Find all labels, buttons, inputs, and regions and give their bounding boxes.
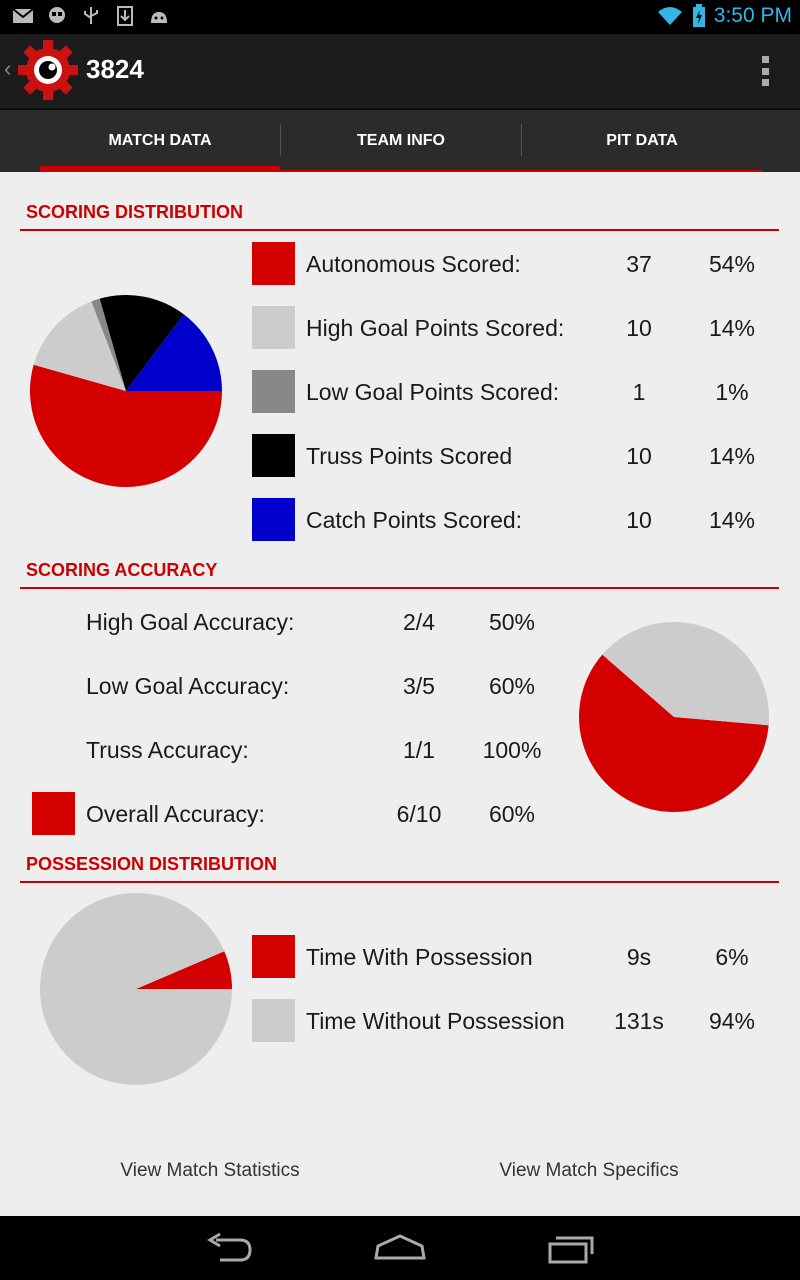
pie-slice-3: [99, 295, 184, 391]
tab-bar: MATCH DATA TEAM INFO PIT DATA: [0, 110, 800, 172]
row-percent: 1%: [715, 379, 749, 405]
section-title-scoring-distribution: SCORING DISTRIBUTION: [26, 202, 244, 222]
list-item: Time With Possession 9s 6%: [0, 935, 800, 979]
tab-team-info[interactable]: TEAM INFO: [357, 132, 445, 149]
status-bar: 3:50 PM: [0, 0, 800, 34]
legend-swatch-low-goal: [252, 370, 295, 413]
scoring-distribution-pie-chart: [30, 295, 223, 487]
possession-distribution-pie-chart: [40, 893, 232, 1085]
row-ratio: 3/5: [403, 673, 435, 699]
view-match-specifics-button[interactable]: View Match Specifics: [499, 1160, 679, 1181]
tab-indicator: [40, 166, 280, 172]
section-title-possession-distribution: POSSESSION DISTRIBUTION: [26, 854, 278, 874]
android-icon: [151, 12, 167, 23]
section-divider: [20, 587, 779, 589]
overflow-menu-icon[interactable]: [762, 56, 770, 86]
row-count: 37: [626, 251, 652, 277]
navigation-bar: [0, 1216, 800, 1280]
hangouts-icon: [49, 7, 65, 23]
row-ratio: 2/4: [403, 609, 435, 635]
team-number-title: 3824: [86, 54, 144, 84]
row-ratio: 1/1: [403, 737, 435, 763]
row-percent: 94%: [708, 1008, 756, 1034]
row-percent: 14%: [708, 443, 756, 469]
row-label: Autonomous Scored:: [306, 251, 521, 277]
pie-slice-1: [602, 622, 769, 726]
legend-swatch-overall-accuracy: [32, 792, 75, 835]
section-divider: [20, 881, 779, 883]
row-count: 10: [626, 315, 652, 341]
tab-underline: [280, 170, 762, 172]
gmail-icon: [12, 8, 34, 23]
list-item: Truss Points Scored 10 14%: [0, 434, 800, 478]
list-item: Low Goal Points Scored: 1 1%: [0, 370, 800, 414]
legend-swatch-catch: [252, 498, 295, 541]
scoring-accuracy-pie-chart: [579, 622, 769, 812]
row-percent: 100%: [482, 737, 542, 763]
row-count: 10: [626, 443, 652, 469]
row-count: 1: [632, 379, 646, 405]
home-icon[interactable]: [370, 1230, 430, 1266]
row-label: Time With Possession: [306, 944, 533, 970]
row-time: 131s: [614, 1008, 664, 1034]
pie-slice-0: [30, 364, 223, 487]
list-item: Time Without Possession 131s 94%: [0, 999, 800, 1043]
legend-swatch-without-possession: [252, 999, 295, 1042]
tab-pit-data[interactable]: PIT DATA: [606, 132, 678, 149]
action-bar: ‹ 3824: [0, 34, 800, 110]
recent-apps-icon[interactable]: [540, 1230, 600, 1266]
view-match-statistics-button[interactable]: View Match Statistics: [120, 1160, 300, 1181]
pie-slice-1: [40, 893, 232, 1085]
pie-slice-4: [126, 314, 222, 391]
row-percent: 60%: [488, 801, 536, 827]
wifi-icon: [657, 7, 682, 25]
pie-slice-0: [136, 951, 232, 989]
pie-slice-2: [91, 298, 126, 391]
tab-match-data[interactable]: MATCH DATA: [108, 132, 212, 149]
back-icon[interactable]: [200, 1230, 260, 1266]
section-title-scoring-accuracy: SCORING ACCURACY: [26, 560, 218, 580]
row-label: High Goal Accuracy:: [86, 609, 295, 635]
list-item: Truss Accuracy: 1/1 100%: [0, 728, 560, 772]
usb-icon: [84, 7, 98, 24]
battery-icon: [692, 4, 705, 27]
row-label: Truss Points Scored: [306, 443, 513, 469]
download-icon: [117, 6, 133, 26]
up-caret-icon[interactable]: ‹: [4, 56, 12, 81]
row-label: Low Goal Points Scored:: [306, 379, 560, 405]
tab-divider: [280, 124, 281, 156]
list-item: High Goal Points Scored: 10 14%: [0, 306, 800, 350]
row-percent: 14%: [708, 507, 756, 533]
row-label: Time Without Possession: [306, 1008, 565, 1034]
row-label: Overall Accuracy:: [86, 801, 265, 827]
row-ratio: 6/10: [396, 801, 442, 827]
list-item: Low Goal Accuracy: 3/5 60%: [0, 664, 560, 708]
row-percent: 50%: [488, 609, 536, 635]
status-time: 3:50 PM: [713, 4, 792, 27]
legend-swatch-autonomous: [252, 242, 295, 285]
list-item: High Goal Accuracy: 2/4 50%: [0, 600, 560, 644]
row-label: Catch Points Scored:: [306, 507, 523, 533]
row-label: Truss Accuracy:: [86, 737, 249, 763]
row-label: High Goal Points Scored:: [306, 315, 565, 341]
legend-swatch-truss: [252, 434, 295, 477]
list-item: Overall Accuracy: 6/10 60%: [0, 792, 560, 836]
row-label: Low Goal Accuracy:: [86, 673, 290, 699]
row-percent: 14%: [708, 315, 756, 341]
row-percent: 6%: [715, 944, 749, 970]
row-time: 9s: [626, 944, 652, 970]
row-percent: 60%: [488, 673, 536, 699]
row-percent: 54%: [708, 251, 756, 277]
row-count: 10: [626, 507, 652, 533]
tab-divider: [521, 124, 522, 156]
list-item: Autonomous Scored: 37 54%: [0, 242, 800, 286]
list-item: Catch Points Scored: 10 14%: [0, 498, 800, 542]
legend-swatch-high-goal: [252, 306, 295, 349]
pie-slice-0: [579, 654, 769, 812]
section-divider: [20, 229, 779, 231]
pie-slice-1: [33, 301, 127, 391]
legend-swatch-with-possession: [252, 935, 295, 978]
app-logo-icon[interactable]: [18, 40, 78, 100]
